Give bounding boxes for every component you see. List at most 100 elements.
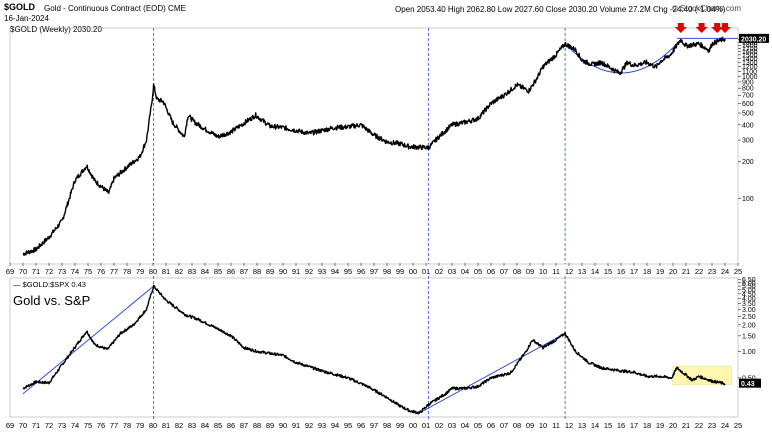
x-tick-label-top: 15 [604, 267, 612, 276]
x-tick-label-bottom: 95 [344, 421, 352, 430]
x-tick-label-top: 85 [214, 267, 222, 276]
y-tick-label: 5.00 [742, 287, 756, 294]
x-tick-label-top: 86 [227, 267, 235, 276]
last-value-box [739, 33, 769, 43]
x-tick-label-top: 25 [734, 267, 742, 276]
x-tick-label-bottom: 84 [201, 421, 209, 430]
y-tick-label: 1400 [742, 56, 758, 63]
x-tick-label-bottom: 90 [279, 421, 287, 430]
x-tick-label-bottom: 18 [643, 421, 651, 430]
y-tick-label: 1500 [742, 52, 758, 59]
x-tick-label-bottom: 73 [58, 421, 66, 430]
y-tick-label: 500 [742, 111, 754, 118]
x-tick-label-top: 84 [201, 267, 209, 276]
y-tick-label: 2.00 [742, 322, 756, 329]
x-tick-label-top: 73 [58, 267, 66, 276]
x-tick-label-bottom: 80 [149, 421, 157, 430]
x-tick-label-bottom: 08 [513, 421, 521, 430]
y-tick-label: 3.00 [742, 307, 756, 314]
x-tick-label-top: 92 [305, 267, 313, 276]
x-tick-label-top: 96 [357, 267, 365, 276]
x-tick-label-bottom: 01 [422, 421, 430, 430]
x-tick-label-bottom: 03 [448, 421, 456, 430]
symbol-label: $GOLD [4, 2, 36, 12]
y-tick-label: 1.00 [742, 349, 756, 356]
x-tick-label-bottom: 69 [6, 421, 14, 430]
x-tick-label-bottom: 74 [71, 421, 79, 430]
ratio-trendline [419, 332, 566, 414]
x-tick-label-bottom: 25 [734, 421, 742, 430]
x-tick-label-top: 07 [500, 267, 508, 276]
last-value-box [739, 378, 761, 388]
x-tick-label-bottom: 24 [721, 421, 729, 430]
x-tick-label-top: 20 [669, 267, 677, 276]
y-tick-label: 200 [742, 159, 754, 166]
x-tick-label-bottom: 22 [695, 421, 703, 430]
x-tick-label-top: 71 [32, 267, 40, 276]
red-arrow-icon [711, 23, 724, 33]
y-tick-label: 300 [742, 138, 754, 145]
red-arrow-icon [695, 23, 708, 33]
x-tick-label-bottom: 83 [188, 421, 196, 430]
x-tick-label-top: 17 [630, 267, 638, 276]
x-tick-label-bottom: 97 [370, 421, 378, 430]
x-tick-label-top: 24 [721, 267, 729, 276]
x-tick-label-top: 90 [279, 267, 287, 276]
x-tick-label-bottom: 94 [331, 421, 339, 430]
x-tick-label-top: 93 [318, 267, 326, 276]
x-tick-label-top: 75 [84, 267, 92, 276]
y-tick-label: 1700 [742, 46, 758, 53]
x-tick-label-bottom: 82 [175, 421, 183, 430]
bottom-panel-legend: — $GOLD:$SPX 0.43 [13, 280, 86, 289]
last-value-label: 0.43 [741, 381, 755, 388]
x-tick-label-top: 88 [253, 267, 261, 276]
x-tick-label-top: 00 [409, 267, 417, 276]
y-tick-label: 1100 [742, 69, 757, 76]
y-tick-label: 1900 [742, 40, 758, 47]
x-tick-label-top: 10 [539, 267, 547, 276]
x-tick-label-top: 83 [188, 267, 196, 276]
x-tick-label-bottom: 20 [669, 421, 677, 430]
x-tick-label-top: 94 [331, 267, 339, 276]
x-tick-label-bottom: 89 [266, 421, 274, 430]
x-tick-label-top: 13 [578, 267, 586, 276]
x-tick-label-bottom: 15 [604, 421, 612, 430]
x-tick-label-top: 01 [422, 267, 430, 276]
x-tick-label-bottom: 79 [136, 421, 144, 430]
x-tick-label-bottom: 87 [240, 421, 248, 430]
x-tick-label-top: 04 [461, 267, 469, 276]
x-tick-label-bottom: 10 [539, 421, 547, 430]
x-tick-label-top: 82 [175, 267, 183, 276]
y-tick-label: 1800 [742, 43, 758, 50]
x-tick-label-top: 77 [110, 267, 118, 276]
x-axis: 69 69 70 70 71 71 72 72 73 73 74 74 75 75 76 76 77 77 78 78… [6, 263, 742, 430]
chart-date: 16-Jan-2024 [4, 14, 49, 23]
y-tick-label: 1000 [742, 74, 758, 81]
x-tick-label-top: 74 [71, 267, 79, 276]
y-tick-label: 4.00 [742, 296, 756, 303]
x-tick-label-bottom: 16 [617, 421, 625, 430]
top-panel-legend: $GOLD (Weekly) 2030.20 [10, 25, 102, 34]
gold-price-line [22, 36, 726, 257]
x-tick-label-top: 08 [513, 267, 521, 276]
x-tick-label-bottom: 85 [214, 421, 222, 430]
x-tick-label-bottom: 00 [409, 421, 417, 430]
x-tick-label-bottom: 12 [565, 421, 573, 430]
x-tick-label-bottom: 76 [97, 421, 105, 430]
x-tick-label-top: 03 [448, 267, 456, 276]
x-tick-label-top: 12 [565, 267, 573, 276]
x-tick-label-bottom: 92 [305, 421, 313, 430]
y-tick-label: 6.00 [742, 280, 756, 287]
x-tick-label-top: 09 [526, 267, 534, 276]
x-tick-label-bottom: 70 [19, 421, 27, 430]
x-tick-label-bottom: 04 [461, 421, 469, 430]
bottom-panel-frame [9, 277, 739, 418]
x-tick-label-top: 23 [708, 267, 716, 276]
x-tick-label-top: 70 [19, 267, 27, 276]
x-tick-label-bottom: 13 [578, 421, 586, 430]
ohlc-readout: Open 2053.40 High 2062.80 Low 2027.60 Cl… [395, 5, 726, 14]
x-tick-label-bottom: 88 [253, 421, 261, 430]
x-tick-label-top: 98 [383, 267, 391, 276]
y-tick-label: 3.50 [742, 301, 756, 308]
